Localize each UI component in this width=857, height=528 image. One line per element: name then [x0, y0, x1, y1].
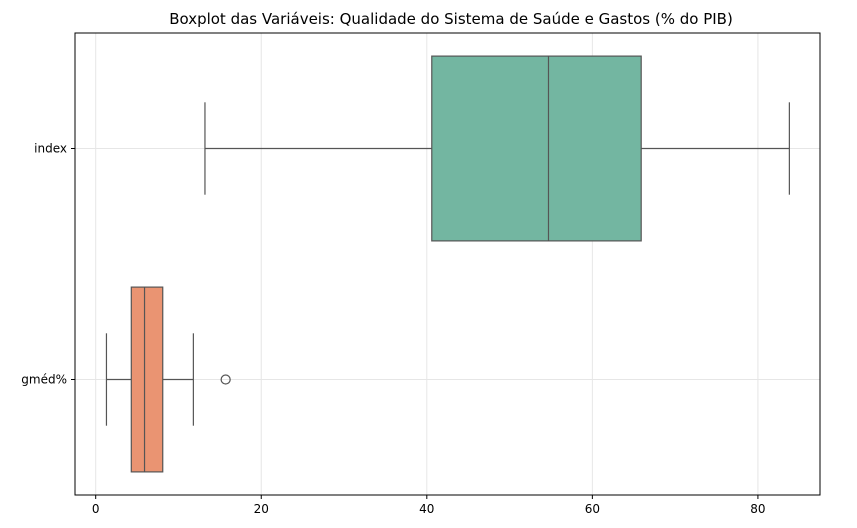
box-iqr [130, 286, 164, 473]
x-tick-label: 40 [419, 502, 434, 516]
x-tick-label: 80 [750, 502, 765, 516]
axis-layer: 0 20 40 60 80 index gméd% [21, 142, 765, 517]
box-layer [105, 55, 790, 473]
x-tick-label: 0 [92, 502, 100, 516]
box-iqr [431, 55, 642, 242]
outlier-point [220, 374, 231, 385]
y-tick-label: gméd% [21, 373, 67, 387]
x-tick-label: 60 [585, 502, 600, 516]
x-tick-label: 20 [254, 502, 269, 516]
plot-frame [74, 32, 821, 496]
y-tick-label: index [34, 142, 67, 156]
chart-title: Boxplot das Variáveis: Qualidade do Sist… [169, 10, 733, 28]
